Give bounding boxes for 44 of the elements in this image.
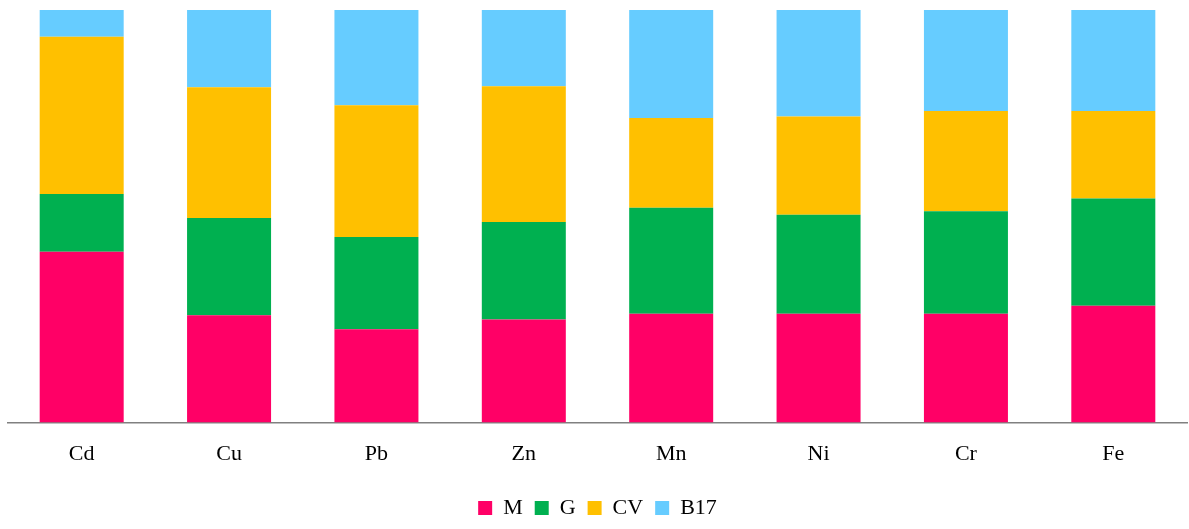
bar (334, 236, 419, 330)
bar (923, 313, 1008, 423)
bar (334, 329, 419, 423)
legend-label: B17 (680, 493, 717, 519)
bar (776, 10, 861, 117)
bar (187, 315, 272, 423)
legend-label: CV (612, 493, 644, 519)
bar (776, 116, 861, 215)
bar (187, 87, 272, 218)
bar (923, 211, 1008, 314)
bar (39, 251, 124, 423)
bar (187, 10, 272, 88)
x-tick-label: Pb (364, 439, 389, 465)
bar (629, 10, 714, 119)
bar (334, 105, 419, 237)
x-tick-label: Zn (511, 439, 537, 465)
bar (334, 10, 419, 106)
x-tick-label: Ni (807, 439, 830, 465)
bar (1071, 305, 1156, 423)
legend-label: G (559, 493, 576, 519)
bar (776, 214, 861, 314)
bar (39, 10, 124, 37)
bar (776, 313, 861, 423)
x-tick-label: Cd (68, 439, 95, 465)
bar (39, 36, 124, 195)
legend-label: M (503, 493, 523, 519)
x-tick-label: Mn (655, 439, 687, 465)
bar (629, 313, 714, 423)
bar (481, 10, 566, 87)
bar (629, 207, 714, 314)
x-tick-label: Cu (216, 439, 242, 465)
x-tick-label: Fe (1102, 439, 1125, 465)
bar (187, 217, 272, 316)
bar (481, 319, 566, 423)
bar (1071, 10, 1156, 112)
bar (923, 10, 1008, 112)
bar (923, 111, 1008, 212)
bar (39, 194, 124, 252)
bar (481, 222, 566, 320)
x-tick-label: Cr (954, 439, 978, 465)
bar (1071, 198, 1156, 306)
bar (1071, 111, 1156, 199)
bar (629, 118, 714, 208)
bar (481, 86, 566, 223)
